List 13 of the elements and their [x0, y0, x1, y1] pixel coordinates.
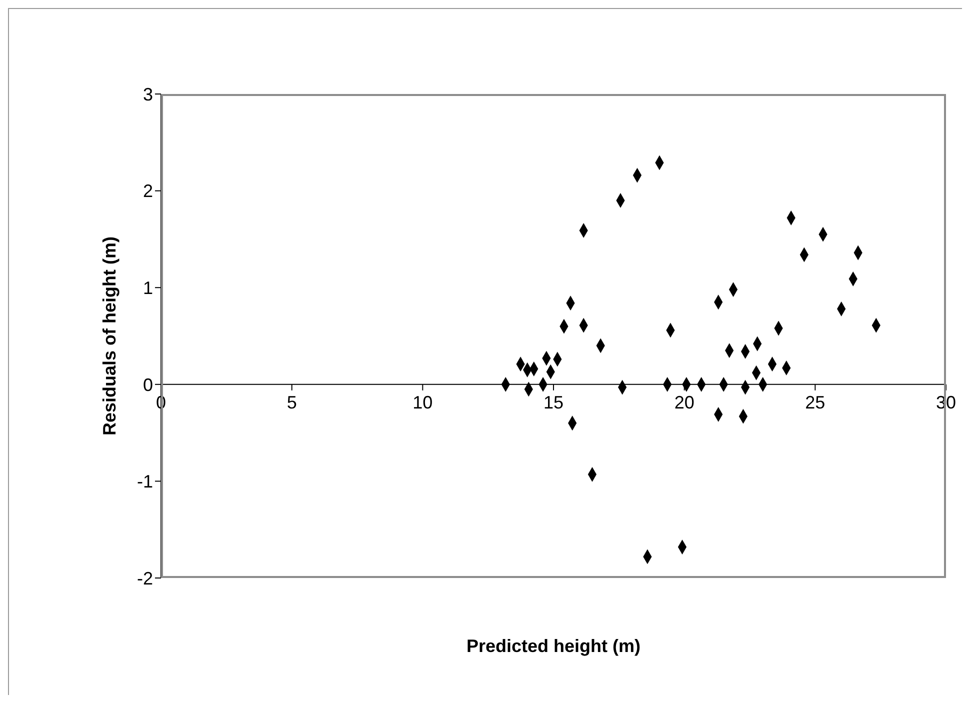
x-tick-label: 10 [412, 392, 433, 412]
y-axis-title: Residuals of height (m) [99, 236, 120, 436]
x-axis-title: Predicted height (m) [466, 636, 641, 656]
x-tick-label: 20 [674, 392, 694, 412]
y-tick-label: 1 [142, 278, 153, 298]
x-tick-label: 15 [543, 392, 564, 412]
y-tick-label: -2 [136, 568, 153, 588]
y-tick-label: 0 [142, 374, 153, 395]
y-tick-label: 2 [142, 181, 153, 202]
y-tick-label: -1 [136, 472, 153, 492]
y-tick-label: 3 [142, 84, 153, 104]
x-tick-label: 5 [286, 392, 297, 412]
x-tick-label: 25 [805, 392, 826, 412]
